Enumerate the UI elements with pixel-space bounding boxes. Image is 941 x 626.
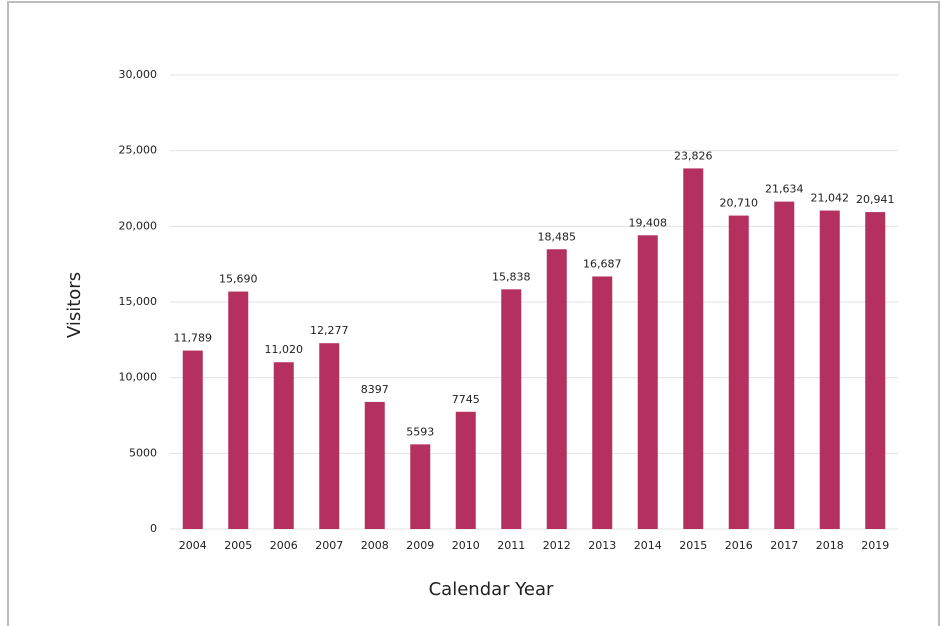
- value-label: 18,485: [538, 230, 577, 243]
- bar: [182, 350, 203, 529]
- x-tick-label: 2018: [816, 539, 844, 552]
- y-tick-label: 5000: [129, 446, 157, 459]
- frame: [7, 1, 940, 626]
- value-label: 19,408: [629, 216, 668, 229]
- x-tick-label: 2014: [634, 539, 662, 552]
- y-tick-label: 10,000: [119, 371, 158, 384]
- y-tick-label: 15,000: [119, 295, 158, 308]
- bar: [501, 289, 522, 529]
- x-tick-label: 2017: [770, 539, 798, 552]
- value-label: 23,826: [674, 149, 713, 162]
- x-tick-label: 2008: [361, 539, 389, 552]
- bar: [410, 444, 431, 529]
- bar: [546, 249, 567, 530]
- bar: [364, 401, 385, 529]
- value-label: 12,277: [310, 324, 349, 337]
- y-tick-label: 20,000: [119, 219, 158, 232]
- bar: [683, 168, 704, 529]
- bar: [637, 235, 658, 529]
- bar: [819, 210, 840, 530]
- value-label: 20,710: [720, 197, 759, 210]
- bar: [728, 215, 749, 529]
- x-tick-label: 2012: [543, 539, 571, 552]
- value-label: 11,020: [265, 343, 304, 356]
- y-axis-title: Visitors: [64, 272, 85, 338]
- x-tick-label: 2015: [679, 539, 707, 552]
- y-tick-label: 30,000: [119, 68, 158, 81]
- x-tick-label: 2016: [725, 539, 753, 552]
- value-label: 15,838: [492, 270, 531, 283]
- bar: [865, 212, 886, 529]
- x-tick-label: 2019: [861, 539, 889, 552]
- value-label: 5593: [406, 425, 434, 438]
- x-tick-label: 2004: [179, 539, 207, 552]
- value-label: 7745: [452, 393, 480, 406]
- value-label: 21,042: [811, 192, 850, 205]
- bar: [228, 291, 249, 529]
- bar: [319, 343, 340, 529]
- x-tick-label: 2013: [588, 539, 616, 552]
- value-label: 16,687: [583, 257, 622, 270]
- bar: [273, 362, 294, 529]
- x-tick-label: 2007: [315, 539, 343, 552]
- value-label: 11,789: [174, 332, 213, 345]
- value-label: 21,634: [765, 183, 804, 196]
- value-label: 15,690: [219, 273, 258, 286]
- x-tick-label: 2011: [497, 539, 525, 552]
- x-tick-label: 2010: [452, 539, 480, 552]
- bar: [774, 201, 795, 529]
- value-label: 20,941: [856, 193, 895, 206]
- x-axis-title: Calendar Year: [429, 579, 554, 600]
- x-tick-label: 2009: [406, 539, 434, 552]
- bar: [592, 276, 613, 529]
- y-tick-label: 25,000: [119, 144, 158, 157]
- x-tick-label: 2006: [270, 539, 298, 552]
- x-tick-label: 2005: [224, 539, 252, 552]
- bar: [455, 411, 476, 529]
- y-tick-label: 0: [150, 522, 157, 535]
- value-label: 8397: [361, 383, 389, 396]
